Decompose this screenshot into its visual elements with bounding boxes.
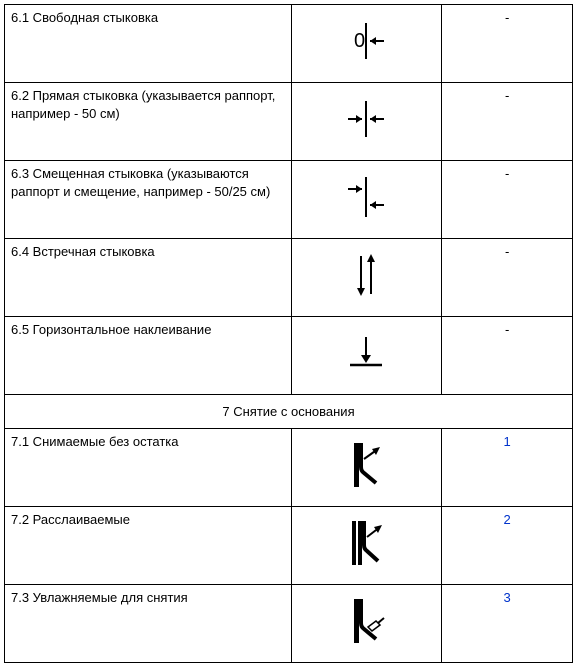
wet-remove-icon (346, 597, 386, 645)
horizontal-paste-icon (346, 335, 386, 371)
row-value[interactable]: 1 (504, 434, 511, 449)
row-value: - (505, 244, 509, 259)
row-desc: 7.2 Расслаиваемые (11, 512, 130, 527)
row-value: - (505, 10, 509, 25)
straight-match-icon (344, 99, 388, 139)
row-value[interactable]: 3 (504, 590, 511, 605)
table-row: 6.1 Свободная стыковка 0 - (5, 5, 573, 83)
table-row: 7.2 Расслаиваемые 2 (5, 507, 573, 585)
row-value[interactable]: 2 (504, 512, 511, 527)
spec-table: 6.1 Свободная стыковка 0 - 6.2 Прямая ст… (4, 4, 573, 663)
row-desc: 6.2 Прямая стыковка (указывается раппорт… (11, 88, 275, 121)
row-desc: 7.3 Увлажняемые для снятия (11, 590, 188, 605)
table-row: 6.3 Смещенная стыковка (указываются рапп… (5, 161, 573, 239)
row-value: - (505, 322, 509, 337)
row-desc: 7.1 Снимаемые без остатка (11, 434, 179, 449)
section-header: 7 Снятие с основания (222, 404, 354, 419)
table-row: 6.4 Встречная стыковка - (5, 239, 573, 317)
row-value: - (505, 88, 509, 103)
svg-text:0: 0 (354, 30, 365, 52)
free-match-icon: 0 (344, 21, 388, 61)
row-desc: 6.5 Горизонтальное наклеивание (11, 322, 211, 337)
strippable-icon (346, 441, 386, 489)
table-row: 6.5 Горизонтальное наклеивание - (5, 317, 573, 395)
table-row: 6.2 Прямая стыковка (указывается раппорт… (5, 83, 573, 161)
table-row: 7.3 Увлажняемые для снятия 3 (5, 585, 573, 663)
row-desc: 6.4 Встречная стыковка (11, 244, 155, 259)
section-header-row: 7 Снятие с основания (5, 395, 573, 429)
row-desc: 6.1 Свободная стыковка (11, 10, 158, 25)
row-desc: 6.3 Смещенная стыковка (указываются рапп… (11, 166, 270, 199)
reverse-hang-icon (349, 252, 383, 298)
offset-match-icon (344, 175, 388, 219)
table-row: 7.1 Снимаемые без остатка 1 (5, 429, 573, 507)
row-value: - (505, 166, 509, 181)
peelable-icon (346, 519, 386, 567)
